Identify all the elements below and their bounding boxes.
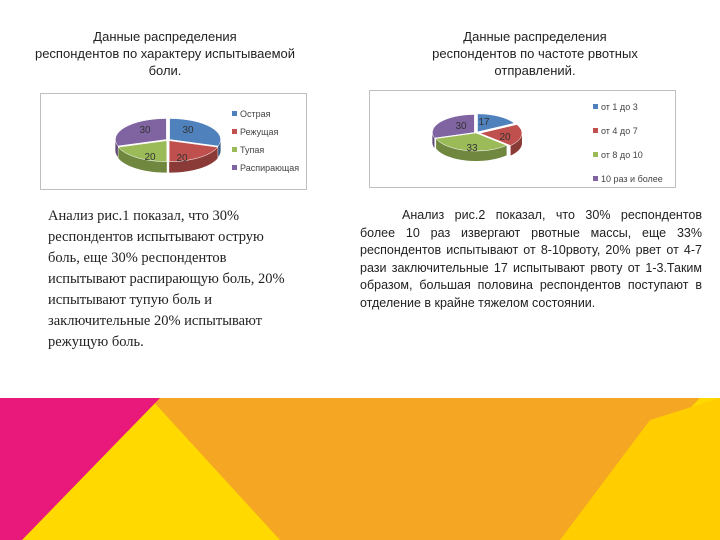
legend-label-1-1: Режущая — [240, 127, 279, 137]
legend-swatch-2-1 — [593, 128, 598, 133]
right-analysis-text: Анализ рис.2 показал, что 30% респондент… — [360, 208, 702, 310]
pie-slice-1-0 — [169, 118, 221, 147]
band-pink — [0, 398, 160, 540]
right-chart-frame — [369, 90, 676, 188]
pie-side-2-1 — [510, 133, 522, 156]
legend-label-2-1: от 4 до 7 — [601, 126, 638, 136]
data-label-2-3: 30 — [455, 121, 467, 132]
data-label-1-2: 20 — [144, 152, 156, 163]
left-analysis-text: Анализ рис.1 показал, что 30% респондент… — [48, 208, 285, 350]
legend-swatch-2-2 — [593, 152, 598, 157]
legend-swatch-2-0 — [593, 104, 598, 109]
legend-label-2-0: от 1 до 3 — [601, 102, 638, 112]
legend-label-2-3: 10 раз и более — [601, 174, 663, 184]
data-label-1-0: 30 — [182, 125, 194, 136]
pie-side-2-3 — [432, 132, 435, 149]
pie-side-1-0 — [218, 139, 221, 158]
pie-side-1-3 — [115, 139, 118, 158]
legend-swatch-2-3 — [593, 176, 598, 181]
band-yellow-right — [560, 398, 720, 540]
data-label-2-0: 17 — [478, 117, 490, 128]
pie-slice-1-2 — [117, 140, 168, 162]
left-chart-title: Данные распределения респондентов по хар… — [34, 29, 296, 78]
pie-slice-1-3 — [115, 118, 167, 147]
legend-swatch-1-2 — [232, 147, 237, 152]
pie-slice-1-1 — [168, 140, 219, 162]
legend-swatch-1-1 — [232, 129, 237, 134]
pie-slice-2-1 — [479, 124, 523, 146]
legend-label-1-2: Тупая — [240, 145, 264, 155]
right-chart-title: Данные распределения респондентов по час… — [432, 29, 638, 78]
legend-swatch-1-3 — [232, 165, 237, 170]
pie-side-1-1 — [169, 147, 218, 173]
data-label-2-2: 33 — [466, 143, 478, 154]
legend-label-1-0: Острая — [240, 109, 271, 119]
pie-slice-2-0 — [477, 113, 515, 133]
data-label-1-3: 30 — [139, 125, 151, 136]
pie-side-1-2 — [118, 147, 167, 173]
pie-slice-2-3 — [432, 114, 475, 139]
legend-label-1-3: Распирающая — [240, 163, 299, 173]
legend-label-2-2: от 8 до 10 — [601, 150, 643, 160]
legend-swatch-1-0 — [232, 111, 237, 116]
data-label-1-1: 20 — [176, 153, 188, 164]
pie-side-2-2 — [436, 138, 507, 161]
band-orange — [150, 398, 700, 540]
data-label-2-1: 20 — [499, 132, 511, 143]
pie-slice-2-2 — [435, 132, 508, 152]
